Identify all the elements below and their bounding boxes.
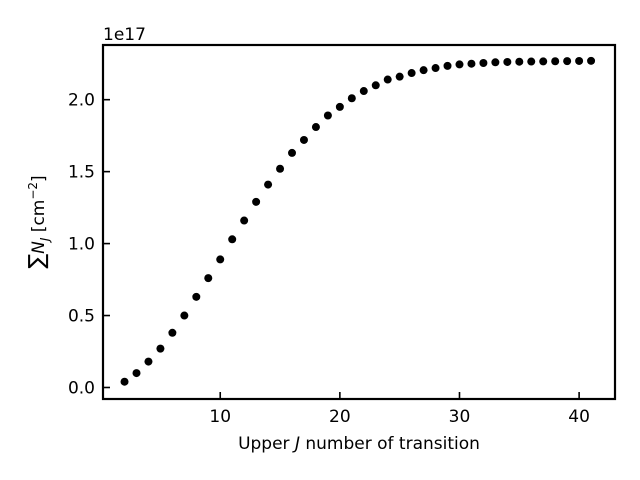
data-point bbox=[551, 57, 560, 66]
data-point bbox=[252, 197, 261, 206]
data-point bbox=[455, 60, 464, 69]
offset-text: 1e17 bbox=[103, 25, 146, 45]
y-tick-label: 0.0 bbox=[68, 378, 95, 398]
x-axis-ticks: 10 20 30 40 bbox=[209, 392, 590, 427]
y-axis-label-sum: ∑ bbox=[25, 254, 50, 269]
data-point bbox=[299, 135, 308, 144]
x-tick-label: 30 bbox=[449, 407, 471, 427]
y-tick-label: 0.5 bbox=[68, 307, 95, 327]
data-point bbox=[228, 235, 237, 244]
data-point bbox=[264, 180, 273, 189]
data-point bbox=[359, 87, 368, 96]
x-axis-label: Upper J number of transition bbox=[238, 434, 480, 454]
data-point bbox=[288, 148, 297, 157]
y-axis-label-unit-post: ] bbox=[29, 175, 49, 182]
data-point bbox=[407, 69, 416, 78]
y-tick-label: 1.0 bbox=[68, 235, 95, 255]
data-point bbox=[515, 57, 524, 66]
data-point bbox=[347, 94, 356, 103]
data-point bbox=[587, 56, 596, 65]
y-axis-label-superscript: −2 bbox=[26, 182, 40, 200]
data-point bbox=[479, 58, 488, 67]
x-axis-label-symbol: J bbox=[292, 434, 300, 454]
data-point bbox=[563, 57, 572, 66]
data-point bbox=[311, 123, 320, 132]
data-point bbox=[575, 56, 584, 65]
x-axis-label-post: number of transition bbox=[300, 434, 480, 454]
data-point bbox=[216, 255, 225, 264]
data-point bbox=[503, 57, 512, 66]
y-axis-label-symbol: N bbox=[29, 241, 49, 254]
data-point bbox=[443, 61, 452, 70]
data-point bbox=[527, 57, 536, 66]
data-point bbox=[431, 64, 440, 73]
data-point bbox=[335, 102, 344, 111]
data-point bbox=[168, 328, 177, 337]
data-point bbox=[276, 164, 285, 173]
data-point bbox=[323, 111, 332, 120]
x-axis-label-pre: Upper bbox=[238, 434, 295, 454]
data-point bbox=[395, 72, 404, 81]
y-axis-ticks: 0.0 0.5 1.0 1.5 2.0 bbox=[68, 91, 110, 398]
x-tick-label: 40 bbox=[568, 407, 590, 427]
y-axis-label: ∑NJ [cm−2] bbox=[25, 175, 52, 268]
data-point bbox=[120, 377, 129, 386]
y-tick-label: 2.0 bbox=[68, 91, 95, 111]
data-point bbox=[539, 57, 548, 66]
y-axis-label-unit-pre: [cm bbox=[29, 200, 49, 238]
data-point bbox=[132, 369, 141, 378]
data-point bbox=[144, 357, 153, 366]
data-point bbox=[467, 59, 476, 68]
data-point bbox=[419, 66, 428, 75]
data-point bbox=[371, 81, 380, 90]
data-point bbox=[192, 292, 201, 301]
y-axis-label-subscript: J bbox=[38, 237, 52, 243]
y-tick-label: 1.5 bbox=[68, 163, 95, 183]
data-point bbox=[156, 344, 165, 353]
data-point bbox=[491, 58, 500, 67]
data-points bbox=[120, 56, 596, 386]
data-point bbox=[383, 75, 392, 84]
x-tick-label: 20 bbox=[329, 407, 351, 427]
x-tick-label: 10 bbox=[209, 407, 231, 427]
data-point bbox=[240, 216, 249, 225]
data-point bbox=[204, 274, 213, 283]
data-point bbox=[180, 311, 189, 320]
plot-frame bbox=[101, 43, 617, 401]
